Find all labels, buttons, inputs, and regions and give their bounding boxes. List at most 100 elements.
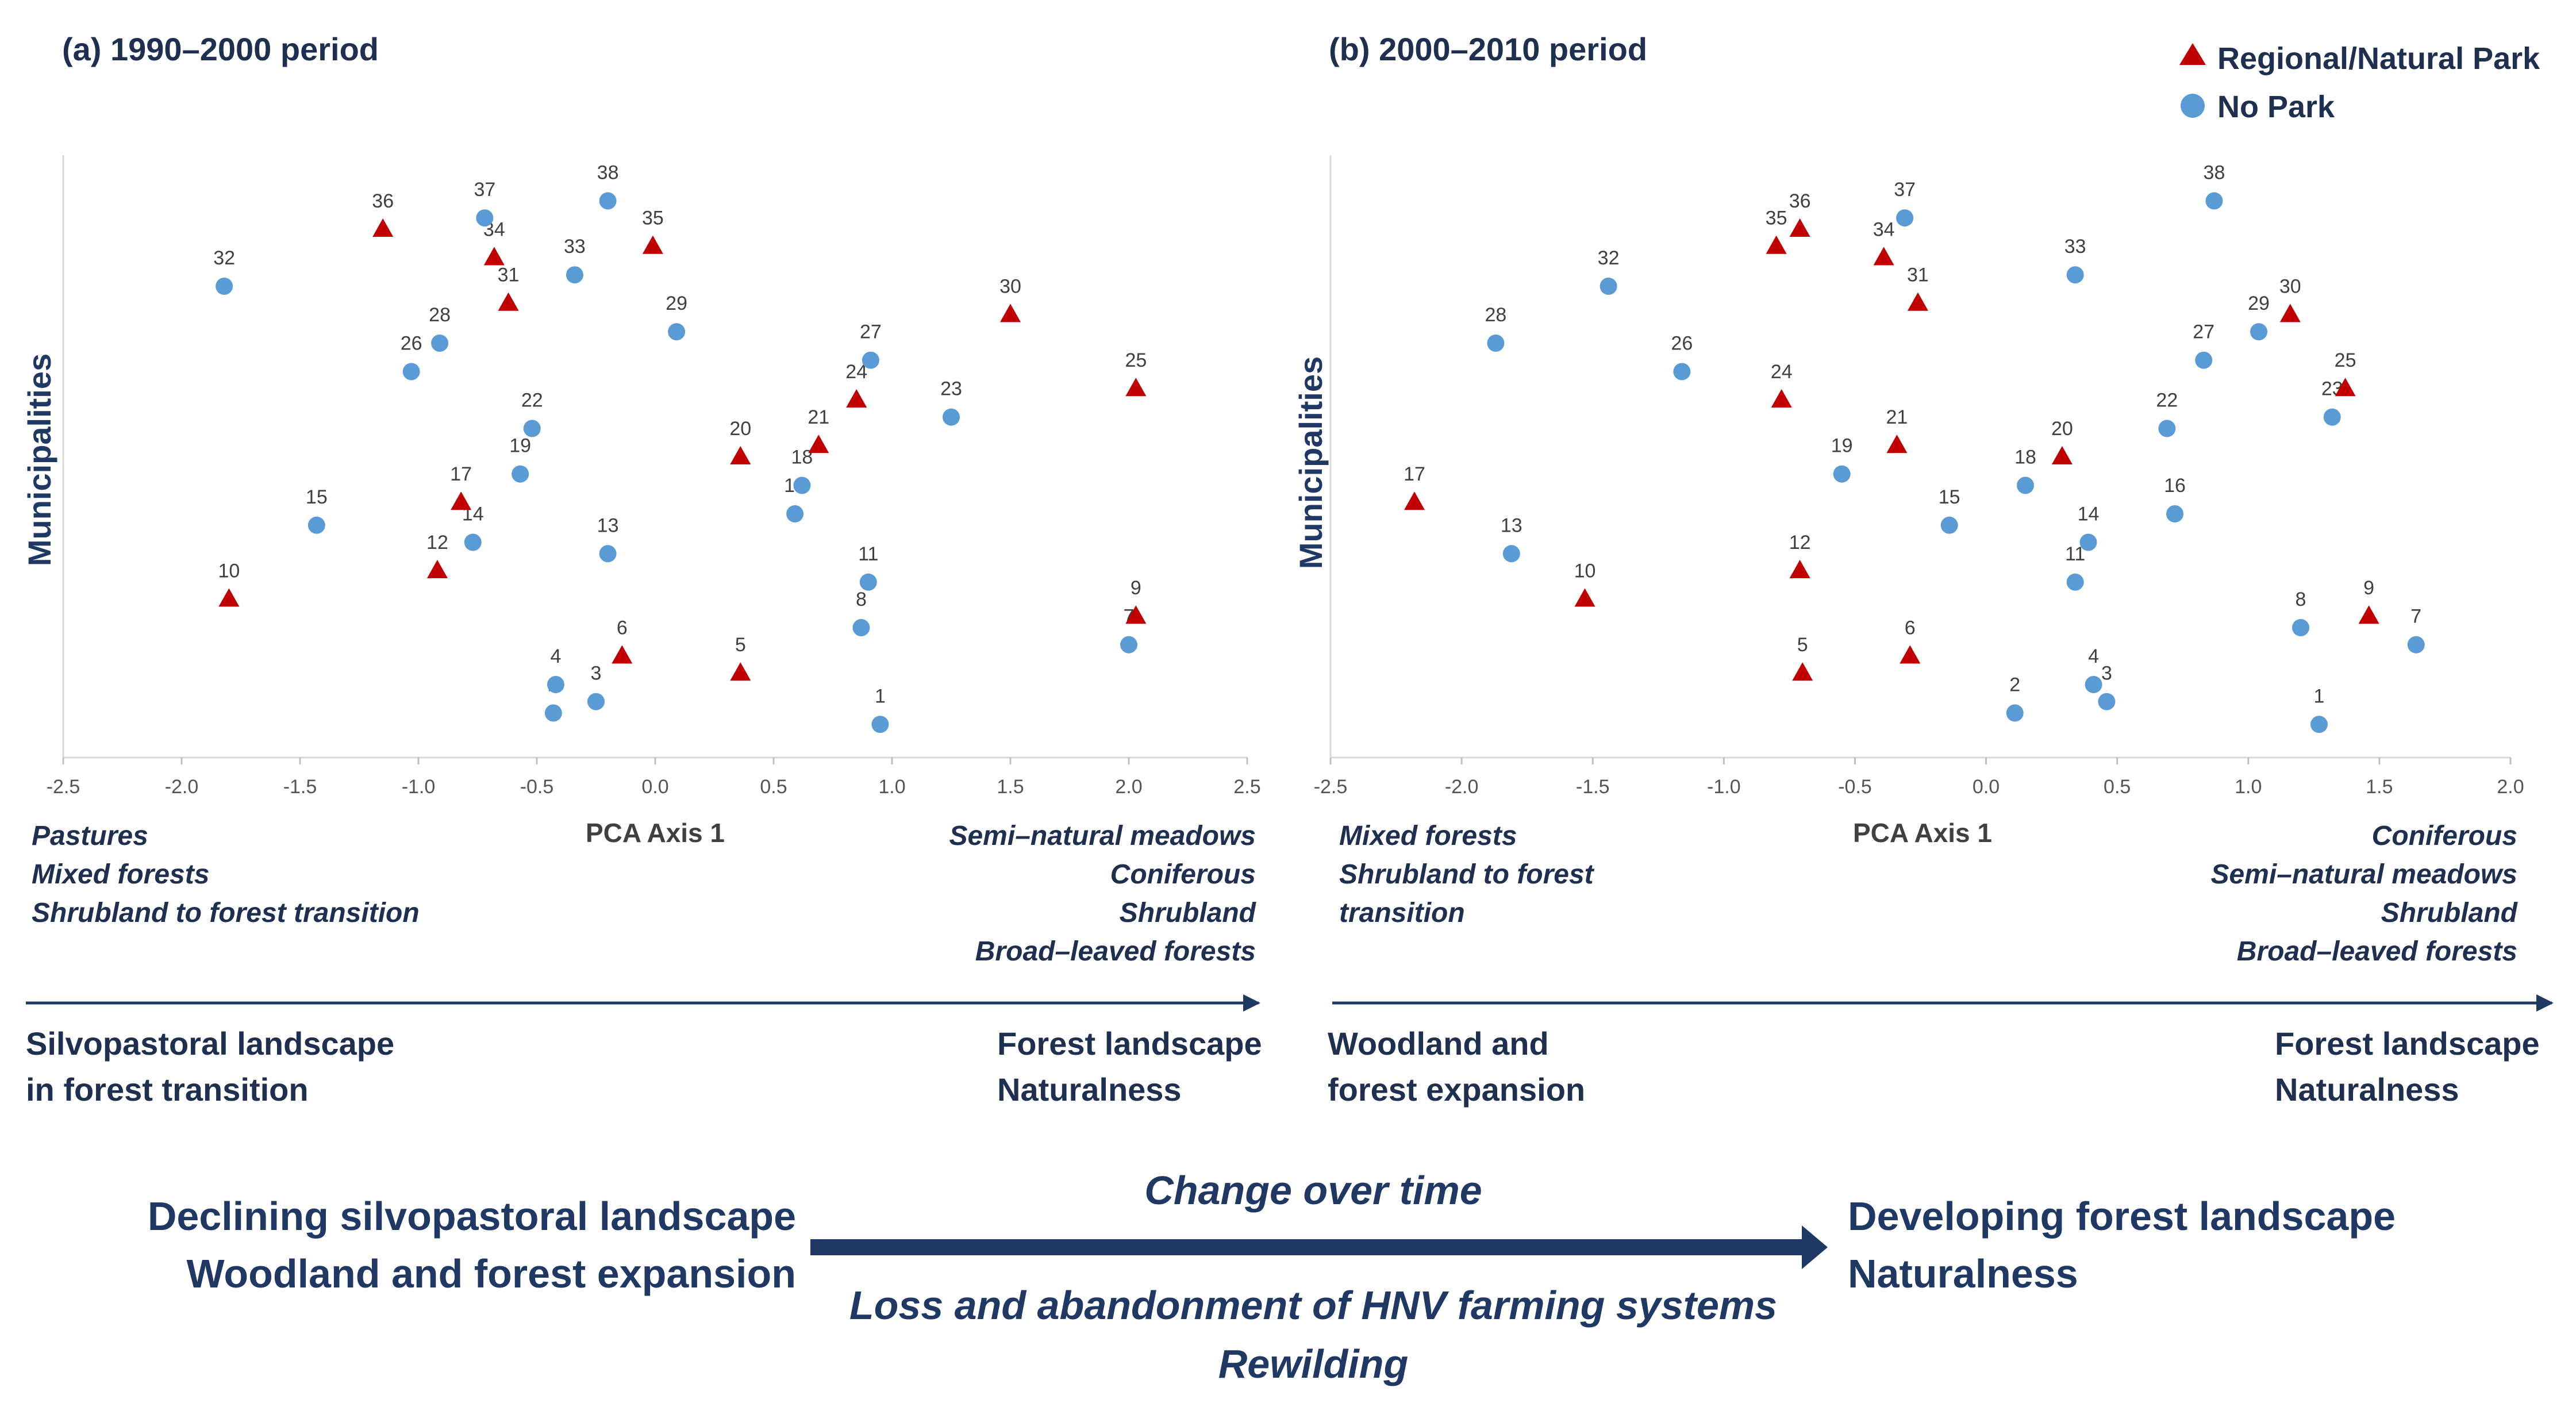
panel-a-point-22-nopark-marker [523,420,541,437]
panel-b-left-landscape-1: Woodland and [1328,1025,1549,1062]
panel-a-point-17-label: 17 [450,463,472,485]
panel-b-point-22-nopark-marker [2158,420,2176,437]
panel-b-point-19-nopark-marker [1833,465,1851,483]
panel-a-point-8-label: 8 [856,589,867,610]
panel-b-left-note-2: Shrubland to forest [1339,859,1595,890]
panel-a-point-3-label: 3 [591,663,602,685]
panel-a-point-25-park-marker [1125,378,1147,397]
panel-b-tick-label: 2.0 [2497,776,2524,798]
panel-a-point-18-label: 18 [791,447,813,468]
panel-b-point-31-label: 31 [1907,264,1929,286]
panel-a-tick-label: 0.0 [641,776,668,798]
legend: Regional/Natural Park No Park [2179,41,2540,124]
panel-a-left-note-3: Shrubland to forest transition [32,898,420,928]
panel-a-point-31-park-marker [498,292,519,311]
panel-a-xlabel: PCA Axis 1 [586,818,725,848]
panel-a-point-35-park-marker [642,235,663,254]
panel-b-tick-label: 0.0 [1973,776,2000,798]
panel-a-tick-label: -1.0 [402,776,436,798]
panel-a-point-38-label: 38 [597,162,619,184]
bottom-center-line-1: Loss and abandonment of HNV farming syst… [849,1283,1777,1328]
panel-a-point-20-park-marker [730,446,751,464]
panel-a-point-12-label: 12 [426,532,448,554]
panel-b-point-22-label: 22 [2156,390,2178,412]
panel-b-point-10-label: 10 [1574,560,1596,582]
panel-b-point-29-label: 29 [2248,293,2270,314]
panel-a-tick-label: -1.5 [283,776,317,798]
panel-a-point-11-nopark-marker [859,573,877,591]
panel-b-right-landscape-1: Forest landscape [2275,1025,2540,1062]
panel-b-right-landscape-2: Naturalness [2275,1071,2459,1108]
panel-b-point-28-label: 28 [1485,304,1507,326]
panel-a-point-11-label: 11 [858,543,878,565]
panel-a-point-25-label: 25 [1125,349,1147,371]
panel-a-right-note-2: Coniferous [1110,859,1256,890]
panel-b-point-38-label: 38 [2204,162,2225,184]
panel-a-tick-label: -2.5 [47,776,80,798]
panel-a-point-4-label: 4 [550,645,561,667]
panel-a-point-28-label: 28 [429,304,451,326]
panel-b-point-24-park-marker [1771,389,1792,408]
panel-b-point-30-park-marker [2279,303,2301,322]
panel-b-ylabel: Municipalities [1293,356,1329,569]
panel-b-point-3-label: 3 [2101,663,2112,685]
panel-b-tick-label: -1.5 [1576,776,1610,798]
panel-b-point-26-nopark-marker [1673,363,1691,380]
panel-a-point-24-park-marker [846,389,867,408]
panel-a-point-19-nopark-marker [512,465,529,483]
bottom-right-line-2: Naturalness [1848,1251,2078,1296]
panel-a-point-14-nopark-marker [464,533,482,551]
bottom-right-line-1: Developing forest landscape [1848,1194,2396,1239]
panel-a-point-13-nopark-marker [599,545,617,563]
panel-b-point-6-label: 6 [1905,617,1916,639]
panel-b-point-9-park-marker [2358,605,2379,624]
bottom-center-line-2: Rewilding [1218,1342,1409,1386]
panel-b-tick-label: 1.0 [2235,776,2262,798]
panel-b-point-11-nopark-marker [2066,573,2084,591]
panel-b-point-36-label: 36 [1789,190,1811,212]
panel-b-point-6-park-marker [1900,645,1921,664]
panel-a-point-37-label: 37 [474,179,495,201]
legend-nopark-label: No Park [2217,90,2335,124]
panel-b-point-15-label: 15 [1939,486,1960,508]
bottom-center-top: Change over time [1144,1168,1482,1213]
panel-a-point-32-label: 32 [213,247,235,269]
panel-b-point-21-park-marker [1886,435,1908,453]
panel-b-title: (b) 2000–2010 period [1329,31,1647,67]
panel-b-point-8-nopark-marker [2292,619,2310,636]
panel-a-point-15-nopark-marker [307,516,325,534]
panel-a-point-28-nopark-marker [431,335,449,352]
panel-a-left-note-2: Mixed forests [32,859,209,890]
panel-b-right-note-4: Broad–leaved forests [2237,936,2517,967]
panel-b-point-36-park-marker [1789,218,1810,237]
panel-b-left-note-1: Mixed forests [1339,821,1517,851]
panel-b-tick-labels: -2.5 -2.0 -1.5 -1.0 -0.5 0.0 0.5 1.0 1.5 2.0 [1314,758,2524,798]
panel-b-point-17-label: 17 [1404,463,1425,485]
panel-b-point-5-label: 5 [1797,634,1808,656]
panel-b-point-23-nopark-marker [2323,408,2341,426]
panel-b-tick-label: -2.0 [1445,776,1479,798]
panel-b-tick-label: -1.0 [1707,776,1741,798]
panel-b-point-7-label: 7 [2410,606,2421,628]
panel-b-point-16-nopark-marker [2166,505,2184,522]
legend-park-marker [2179,43,2206,65]
panel-b-point-14-nopark-marker [2079,533,2097,551]
panel-b-point-34-park-marker [1873,247,1894,266]
panel-b-point-1-label: 1 [2313,685,2324,707]
panel-a-point-37-nopark-marker [476,209,494,227]
panel-a-left-landscape-1: Silvopastoral landscape [26,1025,394,1062]
panel-b-point-20-label: 20 [2051,418,2073,440]
panel-a-point-27-label: 27 [860,321,882,343]
panel-b-point-31-park-marker [1907,292,1928,311]
panel-a-point-6-label: 6 [617,617,628,639]
panel-a-point-23-label: 23 [940,378,962,400]
panel-b-point-2-nopark-marker [2006,704,2024,722]
panel-b-xlabel: PCA Axis 1 [1853,818,1992,848]
panel-a-point-26-label: 26 [401,333,422,355]
panel-a-tick-label: 1.0 [878,776,905,798]
panel-a-point-4-nopark-marker [547,676,564,693]
panel-b-point-24-label: 24 [1771,361,1793,383]
panel-a-right-note-3: Shrubland [1120,898,1257,928]
panel-b-point-20-park-marker [2051,446,2073,464]
